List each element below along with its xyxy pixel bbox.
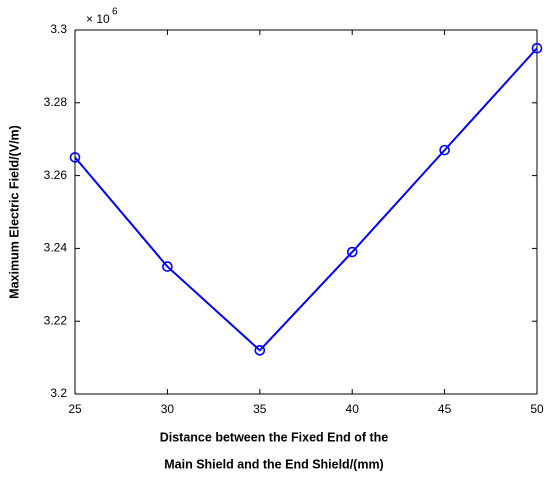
- x-tick-label: 45: [438, 402, 452, 416]
- y-multiplier-exponent: 6: [112, 7, 118, 18]
- y-tick-label: 3.24: [44, 241, 68, 255]
- y-tick-label: 3.28: [44, 95, 68, 109]
- data-point: [254, 345, 266, 356]
- plot-box: [74, 29, 538, 395]
- data-point: [69, 152, 81, 163]
- x-axis-label: Main Shield and the End Shield/(mm): [164, 457, 383, 471]
- data-point: [346, 246, 358, 258]
- y-tick-label: 3.2: [50, 386, 67, 400]
- data-point: [162, 261, 173, 272]
- x-tick-label: 50: [530, 402, 544, 416]
- data-point: [531, 42, 543, 54]
- x-tick-label: 30: [161, 402, 175, 416]
- y-tick-label: 3.3: [50, 22, 67, 36]
- series-line: [74, 47, 538, 352]
- y-axis-label: Maximum Electric Field/(V/m): [7, 125, 21, 299]
- x-axis-label: Distance between the Fixed End of the: [160, 430, 389, 444]
- y-tick-label: 3.26: [44, 168, 68, 182]
- data-point: [439, 144, 450, 156]
- x-tick-label: 40: [346, 402, 360, 416]
- x-tick-label: 25: [68, 402, 82, 416]
- y-multiplier-base: × 10: [86, 12, 110, 26]
- x-tick-label: 35: [253, 402, 267, 416]
- y-tick-label: 3.22: [44, 313, 68, 327]
